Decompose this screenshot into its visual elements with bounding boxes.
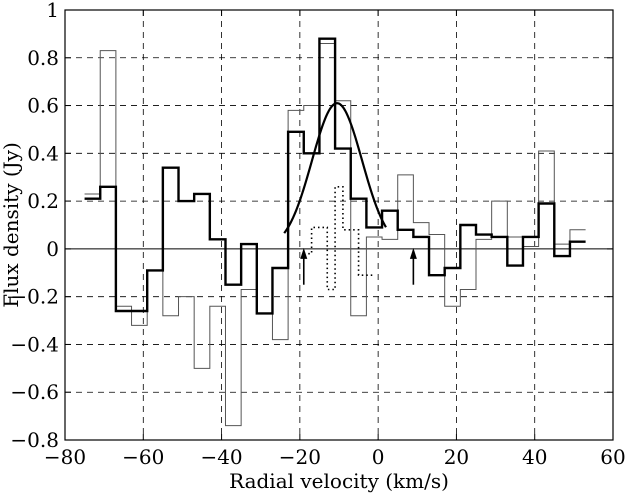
series-thick-steps xyxy=(84,37,586,315)
x-tick-label: 20 xyxy=(444,445,469,469)
x-tick-label: −40 xyxy=(200,445,242,469)
plot-frame xyxy=(64,9,614,441)
x-tick-label: −20 xyxy=(279,445,321,469)
arrow-head xyxy=(409,247,417,259)
y-tick-label: 0.4 xyxy=(27,141,59,165)
y-tick-label: −0.8 xyxy=(10,428,59,452)
y-tick-label: 0.6 xyxy=(27,94,59,118)
gaussian-fit-curve xyxy=(283,102,387,234)
y-axis-label: Flux density (Jy) xyxy=(0,142,23,308)
x-axis-label: Radial velocity (km/s) xyxy=(229,469,449,493)
y-tick-label: 1 xyxy=(46,0,59,22)
y-tick-label: 0 xyxy=(46,237,59,261)
data-series xyxy=(84,37,586,427)
y-tick-label: −0.6 xyxy=(10,380,59,404)
y-tick-label: −0.4 xyxy=(10,332,59,356)
x-tick-label: 60 xyxy=(600,445,625,469)
x-tick-label: −60 xyxy=(122,445,164,469)
x-tick-label: 40 xyxy=(522,445,547,469)
y-tick-label: −0.2 xyxy=(10,285,59,309)
arrow-head xyxy=(300,247,308,259)
series-dotted-steps xyxy=(303,185,375,291)
y-tick-label: 0.2 xyxy=(27,189,59,213)
y-tick-label: 0.8 xyxy=(27,46,59,70)
grid-lines xyxy=(65,10,613,440)
x-tick-label: 0 xyxy=(372,445,385,469)
x-tick-label: −80 xyxy=(44,445,86,469)
tick-labels: −80 −60 −40 −20 0 20 40 60 −0.8 −0.6 −0.4 −0.2 0 0.2 0… xyxy=(10,0,625,469)
